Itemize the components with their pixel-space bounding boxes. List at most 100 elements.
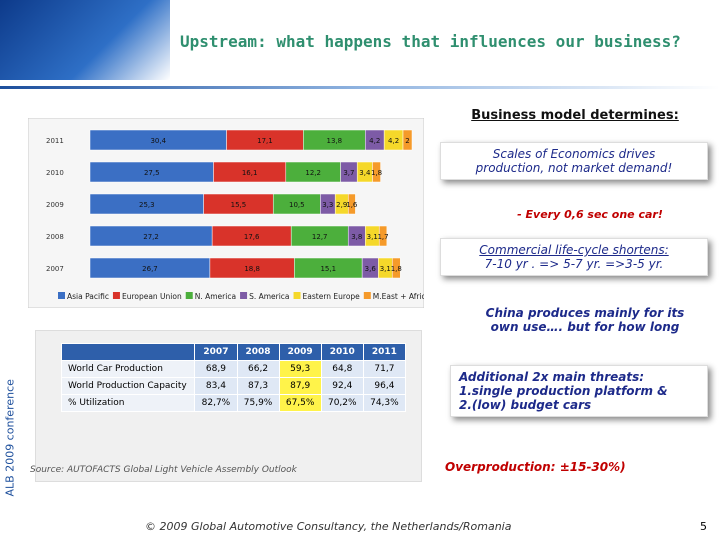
- header-cell: 2011: [362, 343, 407, 361]
- data-label: 17,6: [244, 233, 260, 241]
- data-label: 1,6: [346, 201, 358, 209]
- side-label: ALB 2009 conference: [3, 379, 17, 497]
- cell: World Production Capacity: [60, 377, 196, 395]
- legend-swatch: [240, 292, 248, 299]
- header-cell: 2007: [194, 343, 238, 361]
- text: Commercial life-cycle shortens:: [479, 243, 669, 257]
- text: China produces mainly for its own use…. …: [460, 306, 710, 334]
- cell: 92,4: [320, 377, 364, 395]
- header-cell: 2008: [236, 343, 280, 361]
- bar-segment: [402, 129, 413, 151]
- table: 2007 2008 2009 2010 2011 World Car Productio…: [60, 343, 407, 412]
- data-label: 16,1: [242, 169, 258, 177]
- text: production, not market demand!: [475, 161, 673, 175]
- y-tick-label: 2007: [46, 265, 64, 273]
- text: 2.(low) budget cars: [459, 398, 592, 412]
- cell: 87,3: [236, 377, 280, 395]
- text: - Every 0,6 sec one car!: [517, 208, 663, 221]
- text: 1.single production platform &: [459, 384, 668, 398]
- world-map: [0, 0, 170, 80]
- cell: 64,8: [320, 360, 364, 378]
- legend-label: Eastern Europe: [303, 292, 361, 301]
- slide-title: Upstream: what happens that influences o…: [180, 32, 681, 51]
- data-label: 3,1: [380, 265, 391, 273]
- cell: 83,4: [194, 377, 238, 395]
- header-cell: [60, 343, 196, 361]
- callout: Additional 2x main threats: 1.single pro…: [450, 365, 708, 417]
- cell: 96,4: [362, 377, 407, 395]
- cell: World Car Production: [60, 360, 196, 378]
- data-label: 10,5: [289, 201, 305, 209]
- data-label: 15,1: [320, 265, 336, 273]
- data-label: 1,8: [371, 169, 382, 177]
- cell: 66,2: [236, 360, 280, 378]
- data-label: 27,2: [143, 233, 159, 241]
- divider: [0, 86, 720, 89]
- bar-segment: [372, 161, 381, 183]
- legend-label: M.East + Africa: [373, 292, 424, 301]
- data-label: 27,5: [144, 169, 160, 177]
- legend-swatch: [58, 292, 65, 299]
- header-cell: 2010: [320, 343, 364, 361]
- cell: 74,3%: [362, 394, 407, 412]
- data-label: 3,3: [322, 201, 333, 209]
- callout: Commercial life-cycle shortens: 7-10 yr …: [440, 238, 708, 276]
- data-label: 3,7: [343, 169, 354, 177]
- data-label: 2: [405, 137, 409, 145]
- data-label: 12,7: [312, 233, 328, 241]
- data-label: 17,1: [257, 137, 273, 145]
- legend-swatch: [363, 292, 371, 299]
- y-tick-label: 2010: [46, 169, 64, 177]
- y-tick-label: 2009: [46, 201, 64, 209]
- data-label: 30,4: [150, 137, 166, 145]
- text: Scales of Economics drives: [492, 147, 656, 161]
- legend-label: S. America: [249, 292, 289, 301]
- callout: Scales of Economics drives production, n…: [440, 142, 708, 180]
- legend-swatch: [293, 292, 301, 299]
- data-label: 3,8: [351, 233, 362, 241]
- cell: 70,2%: [320, 394, 364, 412]
- legend-label: Asia Pacific: [67, 292, 109, 301]
- data-label: 3,4: [359, 169, 371, 177]
- y-tick-label: 2011: [46, 137, 64, 145]
- heading: Business model determines:: [471, 108, 679, 123]
- cell: 87,9: [278, 377, 322, 395]
- legend-swatch: [185, 292, 193, 299]
- source: Source: AUTOFACTS Global Light Vehicle A…: [30, 465, 297, 475]
- footer: © 2009 Global Automotive Consultancy, th…: [145, 520, 512, 533]
- text: China produces mainly for its: [485, 306, 685, 320]
- cell: % Utilization: [60, 394, 196, 412]
- cell: 59,3: [278, 360, 322, 378]
- header-cell: 2009: [278, 343, 322, 361]
- data-label: 18,8: [244, 265, 260, 273]
- bar-segment: [378, 225, 388, 247]
- legend-label: European Union: [122, 292, 182, 301]
- text: Additional 2x main threats:: [459, 370, 645, 384]
- cell: 71,7: [362, 360, 407, 378]
- data-label: 26,7: [142, 265, 158, 273]
- data-label: 13,8: [327, 137, 343, 145]
- text: own use…. but for how long: [490, 320, 680, 334]
- data-label: 15,5: [231, 201, 247, 209]
- y-tick-label: 2008: [46, 233, 64, 241]
- bar-segment: [347, 193, 356, 215]
- cell: 75,9%: [236, 394, 280, 412]
- table-panel: 2007 2008 2009 2010 2011 World Car Productio…: [35, 330, 422, 482]
- cell: 67,5%: [278, 394, 322, 412]
- data-label: 4,2: [388, 137, 399, 145]
- cell: 82,7%: [194, 394, 238, 412]
- data-label: 4,2: [369, 137, 380, 145]
- legend-swatch: [112, 292, 120, 299]
- data-label: 1,7: [377, 233, 388, 241]
- text: Overproduction: ±15-30%): [445, 460, 626, 474]
- data-label: 2,9: [336, 201, 347, 209]
- chart: 2011 30,4 17,1 13,8 4,2 4,2 2 2010 27,5 16,1 12,2 3…: [28, 118, 424, 308]
- data-label: 12,2: [305, 169, 321, 177]
- data-label: 3,1: [367, 233, 378, 241]
- data-label: 1,8: [391, 265, 402, 273]
- data-label: 3,6: [365, 265, 377, 273]
- cell: 68,9: [194, 360, 238, 378]
- data-label: 25,3: [139, 201, 155, 209]
- page-number: 5: [700, 520, 707, 533]
